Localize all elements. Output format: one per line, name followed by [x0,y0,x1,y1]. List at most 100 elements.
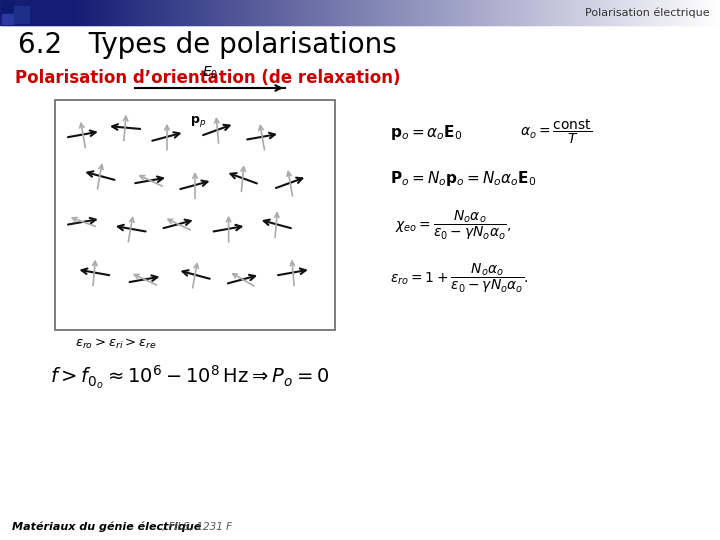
Text: Matériaux du génie électrique: Matériaux du génie électrique [12,522,202,532]
Bar [587,0,590,25]
Bar [227,0,230,25]
Bar [4,0,6,25]
Bar [259,0,262,25]
Bar [612,0,615,25]
Bar [688,0,690,25]
Bar [569,0,572,25]
Bar [143,0,145,25]
Bar [157,0,159,25]
Bar [210,0,213,25]
Bar [503,0,505,25]
Bar [125,0,127,25]
Bar [580,0,582,25]
Bar [209,0,212,25]
Bar [589,0,591,25]
Bar [166,0,168,25]
Bar [396,0,399,25]
Bar [287,0,289,25]
Bar [2,14,13,24]
Bar [488,0,490,25]
Text: $\chi_{eo} = \dfrac{N_o\alpha_o}{\varepsilon_0 - \gamma N_o\alpha_o},$: $\chi_{eo} = \dfrac{N_o\alpha_o}{\vareps… [395,208,511,242]
Bar [418,0,420,25]
Bar [481,0,483,25]
Bar [673,0,676,25]
Bar [714,0,717,25]
Bar [426,0,429,25]
Bar [384,0,386,25]
Bar [135,0,138,25]
Bar [450,0,453,25]
Bar [2,1,13,12]
Bar [632,0,634,25]
Bar [261,0,264,25]
Bar [446,0,449,25]
Bar [6,0,8,25]
Bar [144,0,147,25]
Bar [539,0,541,25]
Bar [179,0,181,25]
Bar [299,0,302,25]
Bar [680,0,683,25]
Bar [362,0,364,25]
Bar [145,0,148,25]
Bar [32,0,35,25]
Bar [637,0,640,25]
Bar [36,0,39,25]
Bar [510,0,512,25]
Bar [97,0,100,25]
Bar [661,0,663,25]
Bar [342,0,345,25]
Bar [126,0,129,25]
Bar [438,0,440,25]
Bar [670,0,672,25]
Bar [628,0,631,25]
Bar [463,0,465,25]
Bar [606,0,609,25]
Bar [623,0,626,25]
Bar [256,0,258,25]
Bar [484,0,487,25]
Bar [470,0,472,25]
Bar [467,0,469,25]
Bar [677,0,680,25]
Bar [407,0,410,25]
Bar [690,0,692,25]
Bar [25,0,28,25]
Bar [540,0,543,25]
Bar [391,0,393,25]
Bar [181,0,184,25]
Bar [619,0,622,25]
Bar [243,0,246,25]
Bar [421,0,424,25]
Bar [169,0,172,25]
Bar [436,0,438,25]
Text: $\mathbf{p}_o = \alpha_o\mathbf{E}_0$: $\mathbf{p}_o = \alpha_o\mathbf{E}_0$ [390,123,462,141]
Bar [497,0,500,25]
Bar [200,0,202,25]
Bar [218,0,220,25]
Bar [594,0,597,25]
Bar [490,0,492,25]
Bar [171,0,174,25]
Bar [395,0,397,25]
Bar [425,0,428,25]
Bar [279,0,282,25]
Bar [150,0,152,25]
Bar [409,0,411,25]
Bar [524,0,526,25]
Bar [340,0,343,25]
Bar [522,0,525,25]
Bar [355,0,357,25]
Bar [403,0,406,25]
Bar [72,0,75,25]
Bar [618,0,620,25]
Bar [402,0,404,25]
Bar [30,0,33,25]
Bar [40,0,42,25]
Bar [650,0,652,25]
Bar [248,0,251,25]
Bar [16,0,19,25]
Bar [14,0,17,25]
Bar [204,0,206,25]
Bar [397,0,400,25]
